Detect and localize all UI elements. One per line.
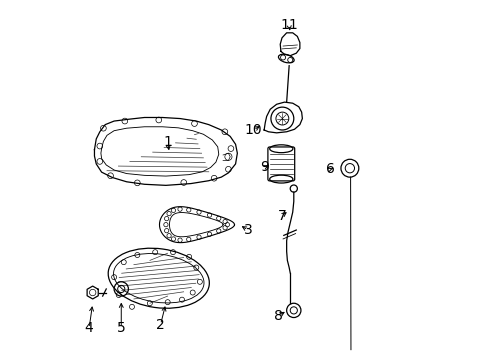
- Text: 11: 11: [280, 18, 297, 32]
- Text: 1: 1: [163, 135, 172, 149]
- Text: 10: 10: [244, 123, 262, 137]
- Text: 2: 2: [156, 318, 164, 332]
- Text: 5: 5: [117, 321, 125, 335]
- Text: 6: 6: [325, 162, 334, 176]
- Text: 3: 3: [243, 223, 252, 237]
- Text: 7: 7: [277, 209, 286, 223]
- Text: 8: 8: [273, 309, 282, 323]
- Text: 9: 9: [259, 161, 268, 175]
- Text: 4: 4: [84, 321, 93, 335]
